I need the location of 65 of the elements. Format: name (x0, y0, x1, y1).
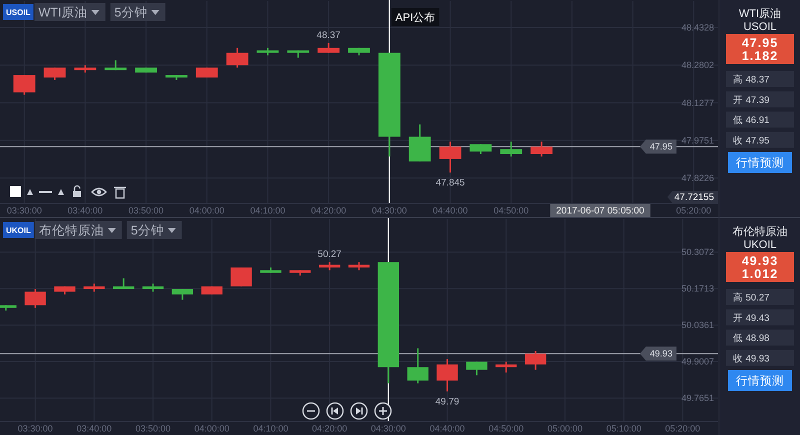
text: 低 46.91 (733, 115, 770, 126)
chart-subtitle: 5分钟 (130, 224, 164, 238)
y-tick-label: 48.1277 (681, 98, 714, 108)
chart-title: WTI原油 (38, 6, 88, 20)
x-tick-label: 05:00:00 (547, 424, 583, 434)
annotation: 47.72155 (674, 192, 714, 203)
annotation: 49.79 (435, 396, 460, 408)
text: 47.95 (742, 36, 778, 50)
y-tick-label: 48.4328 (681, 22, 714, 32)
annotation: UKOIL (6, 226, 31, 235)
x-tick-label: 03:50:00 (128, 206, 164, 216)
y-tick-label: 50.0361 (681, 320, 714, 330)
text: USOIL (743, 21, 777, 33)
x-tick-label: 04:20:00 (311, 206, 346, 216)
text: 1.182 (742, 49, 778, 63)
x-tick-label: 03:50:00 (135, 424, 171, 434)
y-tick-label: 50.3072 (681, 247, 714, 258)
annotation: USOIL (6, 8, 31, 17)
x-tick-label: 03:40:00 (76, 424, 112, 434)
ref-line-label: API公布 (395, 12, 436, 24)
text: 收 47.95 (733, 135, 770, 146)
x-tick-label: 05:20:00 (676, 206, 712, 216)
annotation: 47.845 (436, 178, 465, 189)
text: 高 50.27 (733, 292, 770, 304)
y-tick-label: 49.7651 (681, 393, 714, 404)
text: 2017-06-07 05:05:00 (556, 206, 644, 216)
annotation: 48.37 (316, 30, 340, 41)
x-tick-label: 05:10:00 (606, 424, 642, 434)
x-tick-label: 03:30:00 (6, 206, 42, 216)
x-tick-label: 04:20:00 (312, 424, 348, 434)
x-tick-label: 04:50:00 (488, 424, 524, 434)
text: 49.93 (742, 254, 778, 268)
x-tick-label: 04:40:00 (430, 424, 465, 434)
x-tick-label: 03:40:00 (68, 206, 103, 216)
x-tick-label: 04:30:00 (372, 206, 407, 216)
text: 高 48.37 (733, 74, 770, 86)
text: 行情预测 (736, 374, 784, 388)
x-tick-label: 04:10:00 (250, 206, 286, 216)
y-tick-label: 50.1713 (681, 284, 714, 294)
text: 开 47.39 (733, 94, 770, 106)
text: 收 49.93 (733, 353, 770, 364)
text: 1.012 (742, 267, 778, 281)
text: 开 49.43 (733, 312, 770, 324)
ref-line-label: 47.95 (650, 142, 672, 152)
text: WTI原油 (738, 7, 782, 20)
y-tick-label: 47.8226 (681, 173, 714, 184)
text: 低 48.98 (733, 333, 770, 344)
text: 行情预测 (736, 156, 784, 170)
chart-title: 布伦特原油 (38, 224, 104, 238)
x-tick-label: 04:30:00 (370, 424, 406, 434)
x-tick-label: 04:40:00 (432, 206, 468, 216)
text: 布伦特原油 (732, 225, 788, 238)
text: UKOIL (743, 239, 777, 251)
y-tick-label: 48.2802 (681, 60, 714, 70)
chart-subtitle: 5分钟 (114, 6, 148, 20)
x-tick-label: 04:50:00 (494, 206, 529, 216)
y-tick-label: 49.9007 (681, 356, 714, 367)
x-tick-label: 04:00:00 (189, 206, 224, 216)
x-tick-label: 03:30:00 (18, 424, 53, 434)
x-tick-label: 04:10:00 (253, 424, 288, 434)
annotation: 50.27 (318, 249, 342, 260)
x-tick-label: 05:20:00 (665, 424, 700, 434)
x-tick-label: 04:00:00 (194, 424, 230, 434)
y-tick-label: 47.9751 (681, 135, 714, 146)
ref-line-label: 49.93 (650, 348, 672, 359)
